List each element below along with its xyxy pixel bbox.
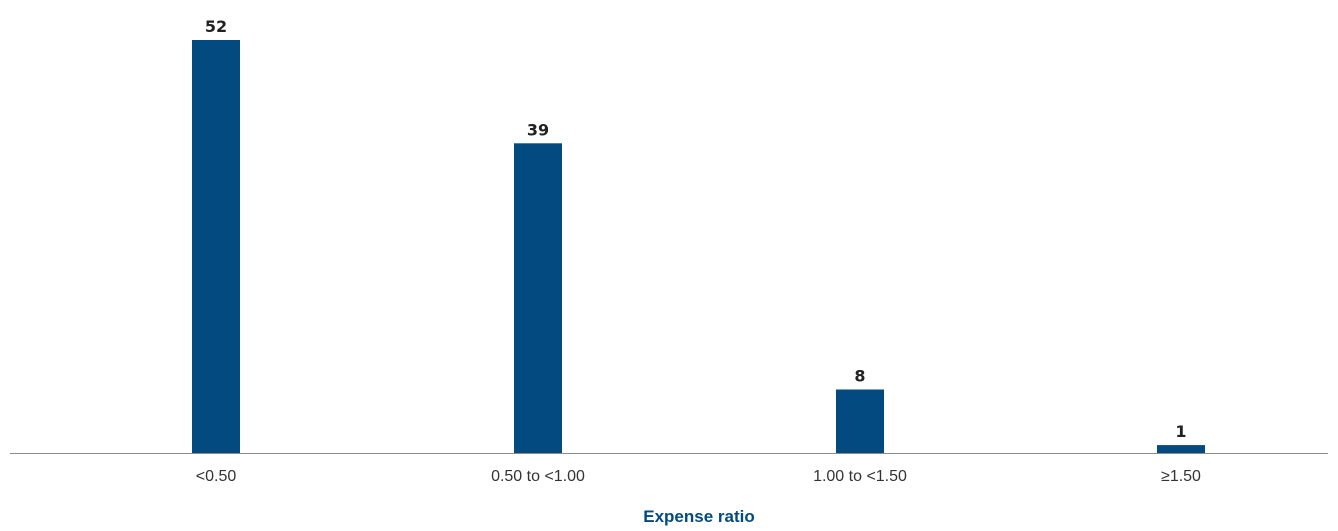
- bar-value-label-4: 1: [1175, 422, 1186, 441]
- x-tick-label-3: 1.00 to <1.50: [813, 468, 907, 485]
- bar-2: [514, 143, 562, 454]
- bar-value-label-2: 39: [527, 120, 549, 139]
- bar-3: [836, 389, 884, 453]
- bars-group: [192, 40, 1205, 454]
- bar-value-label-1: 52: [205, 17, 227, 36]
- bar-4: [1157, 445, 1205, 453]
- x-tick-label-1: <0.50: [196, 468, 237, 485]
- bar-value-label-3: 8: [854, 367, 865, 386]
- x-tick-label-2: 0.50 to <1.00: [491, 468, 585, 485]
- x-tick-labels-group: <0.50 0.50 to <1.00 1.00 to <1.50 ≥1.50: [196, 468, 1201, 485]
- x-tick-label-4: ≥1.50: [1161, 468, 1201, 485]
- bar-1: [192, 40, 240, 453]
- x-axis-title: Expense ratio: [643, 507, 755, 526]
- data-labels-group: 52 39 8 1: [205, 17, 1187, 441]
